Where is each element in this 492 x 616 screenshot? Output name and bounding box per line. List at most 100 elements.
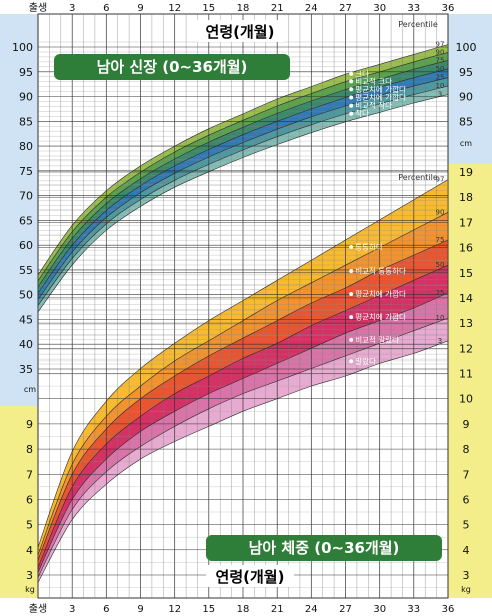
x-tick-bottom-2: 6 — [103, 604, 109, 615]
weight-band-label-3: 평균치에 가깝다 — [355, 312, 406, 322]
height-band-label-1: 비교적 크다 — [355, 76, 392, 86]
height-band-marker-3 — [349, 95, 354, 100]
y-tick-right-weight-7: 12 — [459, 342, 473, 355]
weight-percentile-label-50: 50 — [436, 261, 445, 269]
x-tick-bottom-3: 9 — [137, 604, 143, 615]
y-tick-right-weight-6: 13 — [459, 317, 473, 330]
x-tick-bottom-4: 12 — [168, 604, 181, 615]
x-tick-top-10: 30 — [373, 3, 386, 14]
height-line-p90 — [37, 52, 449, 281]
x-tick-top-12: 36 — [442, 3, 455, 14]
height-percentile-label-3: 3 — [438, 91, 442, 99]
left-weight-scale-panel — [0, 406, 38, 598]
y-tick-right-weight-14: 5 — [463, 519, 470, 532]
y-tick-right-weight-0: 19 — [459, 166, 473, 179]
x-tick-bottom-9: 27 — [339, 604, 352, 615]
x-tick-bottom-5: 15 — [202, 604, 215, 615]
height-percentile-label-50: 50 — [436, 65, 445, 73]
y-tick-left-height-9: 55 — [19, 264, 33, 277]
weight-percentile-label-3: 3 — [438, 337, 442, 345]
y-tick-left-height-4: 80 — [19, 140, 33, 153]
bottom-xlabel-bg — [206, 565, 294, 587]
x-tick-top-9: 27 — [339, 3, 352, 14]
left-height-scale-panel — [0, 14, 38, 406]
weight-percentile-label-25: 25 — [436, 289, 445, 297]
y-tick-right-height-0: 100 — [456, 41, 477, 54]
y-tick-left-height-0: 100 — [12, 41, 33, 54]
height-band-marker-5 — [349, 111, 354, 116]
weight-band-marker-3 — [349, 315, 354, 320]
height-band-label-5: 작다 — [355, 108, 369, 118]
y-tick-left-weight-6: 3 — [26, 569, 33, 582]
y-tick-left-weight-1: 8 — [26, 443, 33, 456]
right-kg-unit: kg — [461, 585, 471, 594]
y-tick-right-weight-12: 7 — [463, 468, 470, 481]
x-tick-bottom-0: 출생 — [29, 603, 47, 615]
x-tick-bottom-11: 33 — [407, 604, 420, 615]
weight-band-label-0: 통통하다 — [355, 242, 383, 252]
left-kg-unit: kg — [25, 585, 35, 594]
x-tick-top-11: 33 — [407, 3, 420, 14]
y-tick-left-weight-4: 5 — [26, 519, 33, 532]
weight-line-p25 — [37, 292, 449, 573]
x-tick-bottom-8: 24 — [305, 604, 318, 615]
right-height-scale-panel — [448, 14, 492, 164]
x-tick-top-5: 15 — [202, 3, 215, 14]
y-tick-right-weight-13: 6 — [463, 493, 470, 506]
y-tick-right-height-3: 85 — [459, 115, 473, 128]
top-x-axis-title: 연령(개월) — [206, 23, 275, 41]
weight-line-p97 — [37, 179, 449, 548]
weight-percentile-label-10: 10 — [436, 314, 445, 322]
height-line-p50 — [37, 68, 449, 294]
y-tick-left-height-7: 65 — [19, 214, 33, 227]
y-tick-left-height-12: 40 — [19, 338, 33, 351]
x-tick-top-0: 출생 — [29, 2, 47, 14]
height-chart-title: 남아 신장 (0~36개월) — [97, 58, 248, 76]
height-line-p10 — [37, 85, 449, 306]
weight-band-marker-1 — [349, 269, 354, 274]
weight-band-50-25 — [38, 265, 448, 573]
height-line-p97 — [37, 44, 449, 276]
weight-band-marker-5 — [349, 359, 354, 364]
y-tick-left-weight-5: 4 — [26, 544, 33, 557]
y-tick-left-height-6: 70 — [19, 190, 33, 203]
weight-line-p3 — [37, 340, 449, 583]
weight-percentile-title: Percentile — [398, 173, 438, 182]
weight-percentile-label-75: 75 — [436, 236, 445, 244]
axis-ticks: 출생출생336699121215151818212124242727303033… — [12, 2, 477, 615]
y-tick-left-height-13: 35 — [19, 363, 33, 376]
y-tick-right-weight-16: 3 — [463, 569, 470, 582]
x-tick-bottom-10: 30 — [373, 604, 386, 615]
weight-band-label-2: 평균치에 가깝다 — [355, 289, 406, 299]
weight-band-25-10 — [38, 292, 448, 578]
height-band-marker-1 — [349, 79, 354, 84]
x-tick-top-1: 3 — [69, 3, 75, 14]
weight-band-label-5: 말랐다 — [355, 357, 376, 366]
weight-band-10-3 — [38, 318, 448, 583]
y-tick-right-weight-2: 17 — [459, 216, 473, 229]
height-band-label-3: 평균치에 가깝다 — [355, 92, 406, 102]
height-band-label-0: 크다 — [355, 69, 369, 78]
y-tick-right-weight-8: 11 — [459, 368, 473, 381]
y-tick-left-height-11: 45 — [19, 314, 33, 327]
weight-line-p50 — [37, 264, 449, 568]
y-tick-right-weight-3: 16 — [459, 242, 473, 255]
height-band-label-2: 평균치에 가깝다 — [355, 84, 406, 94]
x-tick-bottom-7: 21 — [271, 604, 284, 615]
height-line-p25 — [37, 77, 449, 300]
x-tick-bottom-1: 3 — [69, 604, 75, 615]
weight-band-label-1: 비교적 통통하다 — [355, 266, 406, 276]
y-tick-right-weight-5: 14 — [459, 292, 473, 305]
weight-band-90-75 — [38, 212, 448, 560]
y-tick-left-height-8: 60 — [19, 239, 33, 252]
y-tick-left-height-1: 95 — [19, 66, 33, 79]
height-line-p3 — [37, 94, 449, 313]
y-tick-left-height-3: 85 — [19, 115, 33, 128]
weight-band-marker-4 — [349, 337, 354, 342]
x-tick-top-4: 12 — [168, 3, 181, 14]
height-percentile-label-75: 75 — [436, 56, 445, 64]
y-tick-left-weight-2: 7 — [26, 468, 33, 481]
height-percentile-label-25: 25 — [436, 74, 445, 82]
